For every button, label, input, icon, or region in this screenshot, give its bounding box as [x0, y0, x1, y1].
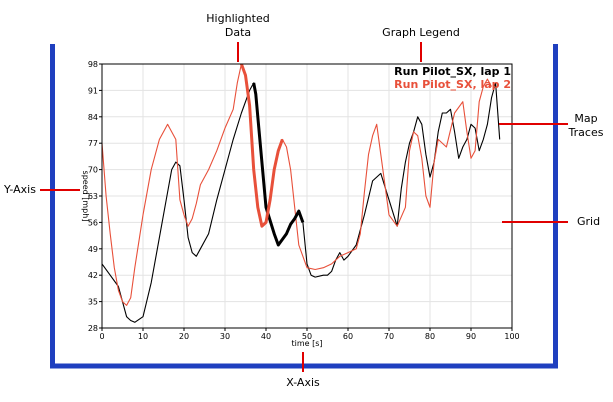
- y-tick-label: 98: [88, 60, 98, 69]
- y-tick-label: 35: [88, 298, 98, 307]
- annotation-x-axis: X-Axis: [286, 376, 320, 389]
- annotation-map-traces-line1: Map: [574, 112, 597, 125]
- annotation-map-traces-line2: Traces: [568, 126, 604, 139]
- legend-entry-series-2: Run Pilot_SX, lap 2: [394, 78, 511, 91]
- y-tick-label: 28: [88, 324, 98, 333]
- x-tick-label: 40: [261, 332, 271, 341]
- x-tick-label: 10: [138, 332, 148, 341]
- x-tick-label: 0: [99, 332, 104, 341]
- x-tick-label: 20: [179, 332, 189, 341]
- y-tick-label: 42: [88, 271, 98, 280]
- x-tick-label: 30: [220, 332, 230, 341]
- legend-entry-series-1: Run Pilot_SX, lap 1: [394, 65, 511, 78]
- x-tick-label: 60: [343, 332, 353, 341]
- x-tick-label: 100: [504, 332, 519, 341]
- y-tick-label: 84: [88, 113, 98, 122]
- x-axis-label: time [s]: [291, 339, 322, 348]
- x-tick-label: 80: [425, 332, 435, 341]
- y-tick-label: 91: [88, 86, 98, 95]
- x-tick-label: 70: [384, 332, 394, 341]
- y-axis-label: speed [mph]: [81, 171, 90, 222]
- annotation-graph-legend: Graph Legend: [382, 26, 460, 39]
- x-tick-label: 90: [466, 332, 476, 341]
- annotation-highlighted-line2: Data: [225, 26, 251, 39]
- annotation-grid: Grid: [577, 215, 600, 228]
- annotation-highlighted-line1: Highlighted: [206, 12, 269, 25]
- y-tick-label: 77: [88, 139, 98, 148]
- y-tick-label: 49: [88, 245, 98, 254]
- annotation-y-axis: Y-Axis: [3, 183, 36, 196]
